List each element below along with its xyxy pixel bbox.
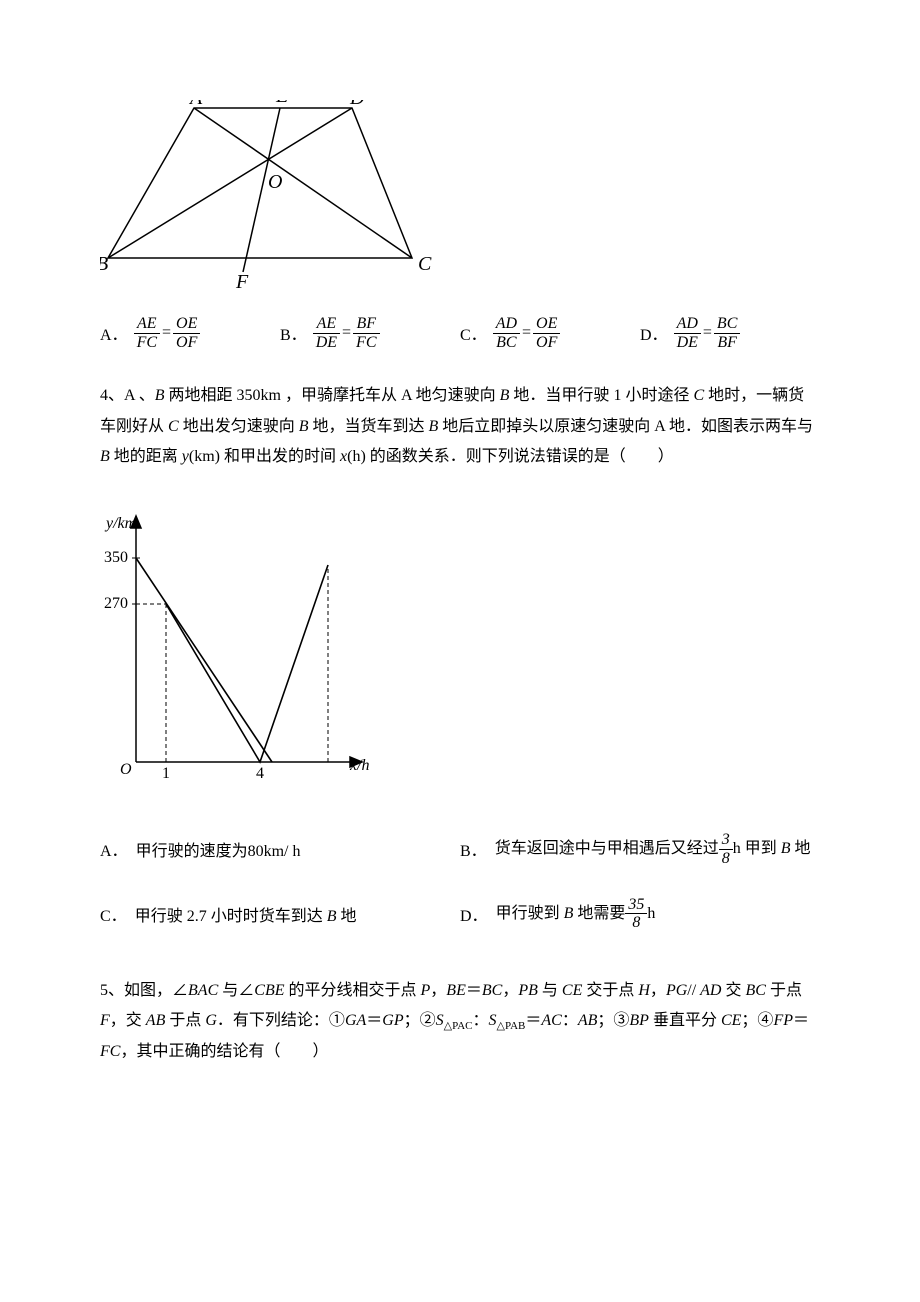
q3-figure: A E D O B F C (100, 100, 820, 295)
ytick-270: 270 (104, 595, 128, 612)
q4-option-d: D． 甲行驶到 B 地需要358h (460, 896, 820, 932)
q4-chart: y/km x/h O 350 270 1 4 (100, 512, 820, 797)
q3-option-d: D． ADDE = BCBF (640, 315, 820, 351)
label-A: A (188, 100, 203, 109)
q4-options: A． 甲行驶的速度为80km/ h B． 货车返回途中与甲相遇后又经过38h 甲… (100, 817, 820, 945)
q3-option-a: A． AEFC = OEOF (100, 315, 280, 351)
label-E: E (275, 100, 288, 107)
xtick-1: 1 (162, 765, 170, 782)
q3-option-b: B． AEDE = BFFC (280, 315, 460, 351)
y-axis-label: y/km (104, 515, 136, 532)
xtick-4: 4 (256, 765, 264, 782)
q4-option-b: B． 货车返回途中与甲相遇后又经过38h 甲到 B 地 (460, 831, 820, 867)
option-label: A． (100, 321, 128, 345)
ytick-350: 350 (104, 549, 128, 566)
q3-options: A． AEFC = OEOF B． AEDE = BFFC C． ADBC = … (100, 315, 820, 351)
q5-text: 5、如图，∠BAC 与∠CBE 的平分线相交于点 P，BE＝BC，PB 与 CE… (100, 976, 820, 1068)
label-C: C (418, 253, 432, 275)
q4-option-a: A． 甲行驶的速度为80km/ h (100, 831, 460, 867)
label-F: F (235, 271, 249, 290)
label-D: D (349, 100, 365, 109)
origin-label: O (120, 761, 132, 778)
option-label: D． (640, 321, 668, 345)
q3-option-c: C． ADBC = OEOF (460, 315, 640, 351)
label-O: O (268, 171, 282, 193)
q4-option-c: C． 甲行驶 2.7 小时时货车到达 B 地 (100, 896, 460, 932)
option-label: B． (280, 321, 307, 345)
q4-text: 4、A 、B 两地相距 350km ，甲骑摩托车从 A 地匀速驶向 B 地．当甲… (100, 381, 820, 472)
option-label: C． (460, 321, 487, 345)
label-B: B (100, 253, 108, 275)
